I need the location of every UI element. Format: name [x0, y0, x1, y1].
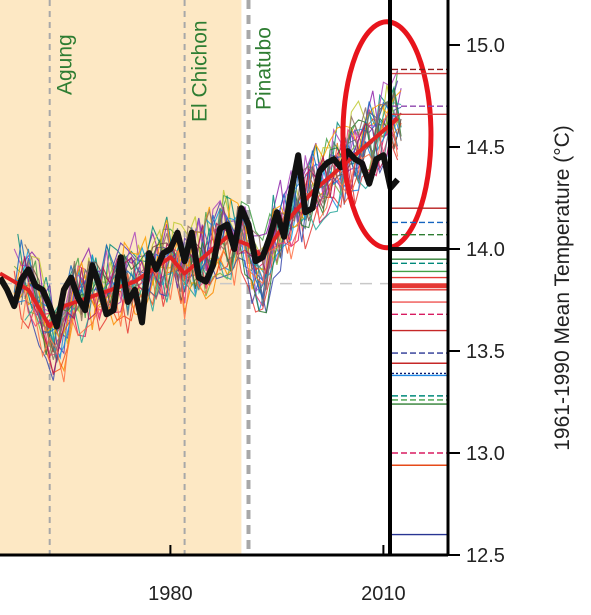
ensemble-member-line: [13, 70, 399, 324]
y-tick-label: 13.0: [466, 443, 505, 465]
x-axis: 1980 2010: [148, 545, 406, 605]
event-label-agung: Agung: [54, 34, 77, 95]
ensemble-member-line: [17, 90, 402, 342]
ensemble-member-line: [24, 92, 402, 360]
right-distribution-panel: [392, 68, 447, 536]
y-tick-label: 14.0: [466, 239, 505, 261]
y-tick-label: 15.0: [466, 35, 505, 57]
y-axis-title: 1961-1990 Mean Temperature (°C): [551, 125, 574, 451]
ensemble-member-line: [17, 118, 402, 374]
event-label-pinatubo: Pinatubo: [253, 27, 276, 110]
y-tick-label: 14.5: [466, 137, 505, 159]
observations-line: [0, 148, 400, 330]
x-tick-label: 1980: [148, 583, 193, 605]
y-tick-label: 12.5: [466, 545, 505, 567]
ensemble-member-line: [20, 111, 399, 363]
y-tick-label: 13.5: [466, 341, 505, 363]
y-axis: 12.5 13.0 13.5 14.0 14.5 15.0: [448, 35, 505, 567]
event-label-el-chichon: El Chichon: [189, 20, 212, 122]
ensemble-member-line: [17, 112, 402, 375]
highlight-ellipse: [340, 19, 434, 251]
x-tick-label: 2010: [361, 583, 406, 605]
